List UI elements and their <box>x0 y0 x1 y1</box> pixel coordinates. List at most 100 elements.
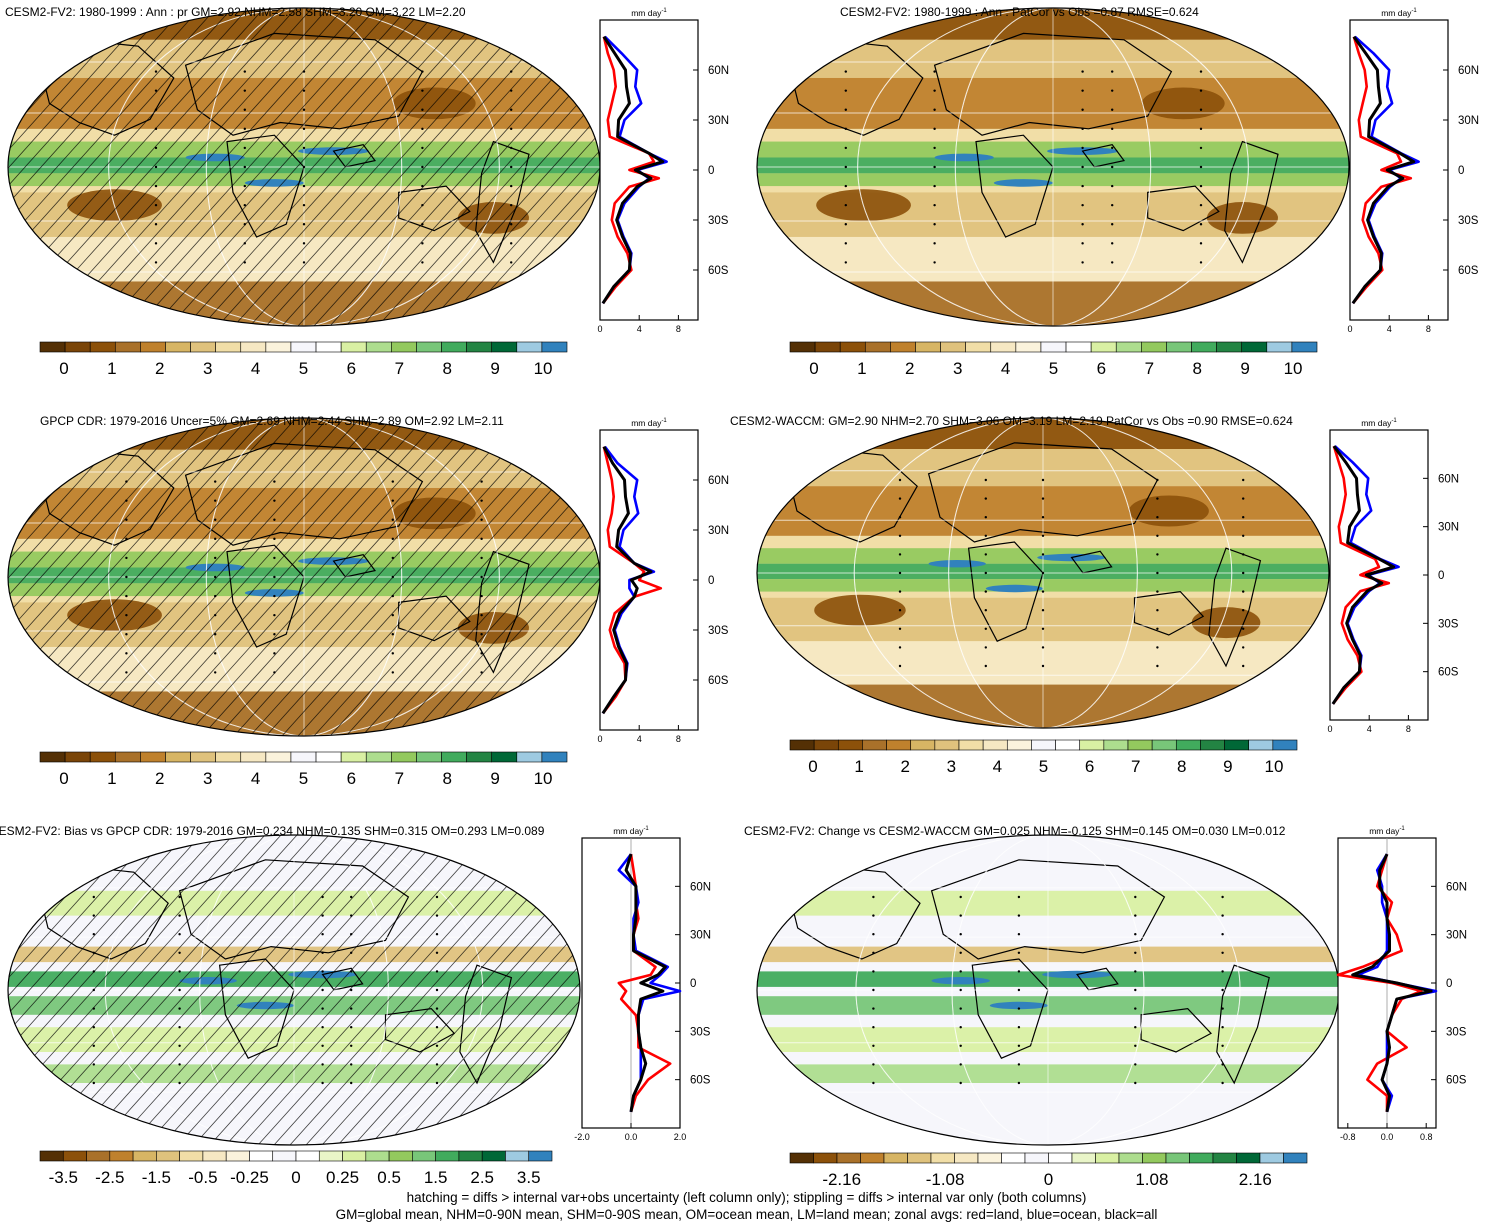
colorbar-box <box>295 1150 320 1162</box>
hatching-line <box>8 8 233 326</box>
colorbar-box <box>340 341 367 353</box>
stipple-dot <box>1041 516 1045 519</box>
meridian <box>205 8 403 326</box>
stipple-dot <box>510 203 513 207</box>
hatching-line <box>121 8 409 326</box>
colorbar-label: 0.25 <box>326 1168 359 1187</box>
colorbar-box <box>1165 1152 1190 1164</box>
stipple-dot <box>510 70 513 73</box>
hatching-line <box>401 835 580 1145</box>
stipple-dot <box>510 261 513 264</box>
stipple-dot <box>92 970 96 973</box>
stipple-dot <box>1156 534 1159 537</box>
hatching-line <box>281 418 569 736</box>
hatching-line <box>473 8 600 326</box>
stipple-dot <box>435 1007 439 1010</box>
stipple-dot <box>273 556 276 560</box>
stipple-dot <box>350 914 353 917</box>
stipple-dot <box>1199 242 1203 245</box>
colorbar-box <box>215 751 242 763</box>
colorbar-box <box>466 751 493 763</box>
hatching-line <box>8 835 218 1145</box>
stipple-dot <box>435 1063 439 1066</box>
colorbar-box <box>940 341 966 353</box>
stipple-dot <box>273 671 276 674</box>
hatching-line <box>241 835 522 1145</box>
stipple-dot <box>480 556 483 560</box>
zonal-xtick-label: 4 <box>1367 724 1372 734</box>
colorbar-label: 1.08 <box>1135 1170 1168 1189</box>
colorbar-box <box>481 1150 506 1162</box>
stipple-dot <box>844 261 847 264</box>
zonal-xtick-label: 8 <box>676 734 681 744</box>
hatching-line <box>153 8 441 326</box>
stipple-dot <box>872 988 875 992</box>
map-dry-region <box>1128 495 1209 527</box>
hatching-line <box>385 835 580 1145</box>
colorbar-box <box>1015 341 1042 353</box>
zonal-mean-panel-5: mm day-1 -2.0 0.0 2.0 60N 30N 0 30S 60S <box>574 826 711 1142</box>
stipple-dot <box>214 518 217 521</box>
hatching-line <box>8 418 153 736</box>
stipple-dot <box>273 613 276 617</box>
colorbar-box <box>1115 341 1142 353</box>
colorbar-label: 8 <box>1192 359 1201 378</box>
zonal-frame <box>1329 429 1429 721</box>
panel-title-1: CESM2-FV2: 1980-1999 : Ann : pr GM=2.92 … <box>5 5 466 19</box>
map-panel-3 <box>7 417 601 737</box>
hatching-line <box>409 418 600 736</box>
colorbar-box <box>156 1150 180 1162</box>
stipple-dot <box>243 108 246 111</box>
hatching-line <box>8 8 217 326</box>
meridian <box>853 418 1233 728</box>
colorbar-label: 7 <box>395 359 404 378</box>
colorbar-box <box>132 1150 157 1162</box>
stipple-dot <box>1111 261 1114 264</box>
stipple-dot <box>1041 590 1045 593</box>
stipple-dot <box>273 537 276 541</box>
stipple-dot <box>872 1063 875 1066</box>
colorbar-box <box>1065 341 1092 353</box>
colorbar-label: 6 <box>347 769 356 788</box>
stipple-dot <box>125 594 128 598</box>
zonal-lat-label: 30N <box>1438 522 1459 534</box>
coastline <box>971 958 1049 1059</box>
stipple-dot <box>1156 646 1159 649</box>
stipple-dot <box>1221 933 1224 936</box>
stipple-dot <box>1017 988 1021 992</box>
coastline <box>975 134 1054 238</box>
colorbar-label: 3 <box>203 359 212 378</box>
stipple-dot <box>898 609 902 612</box>
stipple-dot <box>1221 1026 1224 1029</box>
stipple-dot <box>302 146 306 150</box>
stipple-dot <box>480 518 483 521</box>
stipple-dot <box>1081 70 1084 73</box>
colorbar-6: -2.16 -1.08 0 1.08 2.16 <box>789 1152 1308 1189</box>
stipple-dot <box>1199 89 1203 92</box>
stippling <box>872 895 1224 1085</box>
stipple-dot <box>243 146 246 150</box>
colorbar-box <box>391 341 417 353</box>
stipple-dot <box>243 261 246 264</box>
hatching-line <box>441 8 600 326</box>
stipple-dot <box>178 970 181 973</box>
stipple-dot <box>933 203 936 207</box>
zonal-lat-label: 60N <box>690 881 711 893</box>
stipple-dot <box>302 108 306 111</box>
coastline <box>459 964 513 1085</box>
stipple-dot <box>872 1026 875 1029</box>
colorbar-label: 10 <box>1284 359 1303 378</box>
colorbar-label: 3 <box>953 359 962 378</box>
hatching-line <box>105 418 393 736</box>
stipple-dot <box>243 203 246 207</box>
stipple-dot <box>1081 223 1084 226</box>
stipple-dot <box>435 895 439 899</box>
hatching-line <box>217 418 505 736</box>
colorbar-box <box>965 341 992 353</box>
colorbar-box <box>1103 739 1129 751</box>
stipple-dot <box>1156 664 1159 668</box>
colorbar-box <box>890 341 916 353</box>
stipple-dot <box>1156 609 1159 612</box>
colorbar-label: 3 <box>203 769 212 788</box>
zonal-mean-panel-6: mm day-1 -0.8 0.0 0.8 60N 30N 0 30S 60S <box>1336 826 1467 1142</box>
